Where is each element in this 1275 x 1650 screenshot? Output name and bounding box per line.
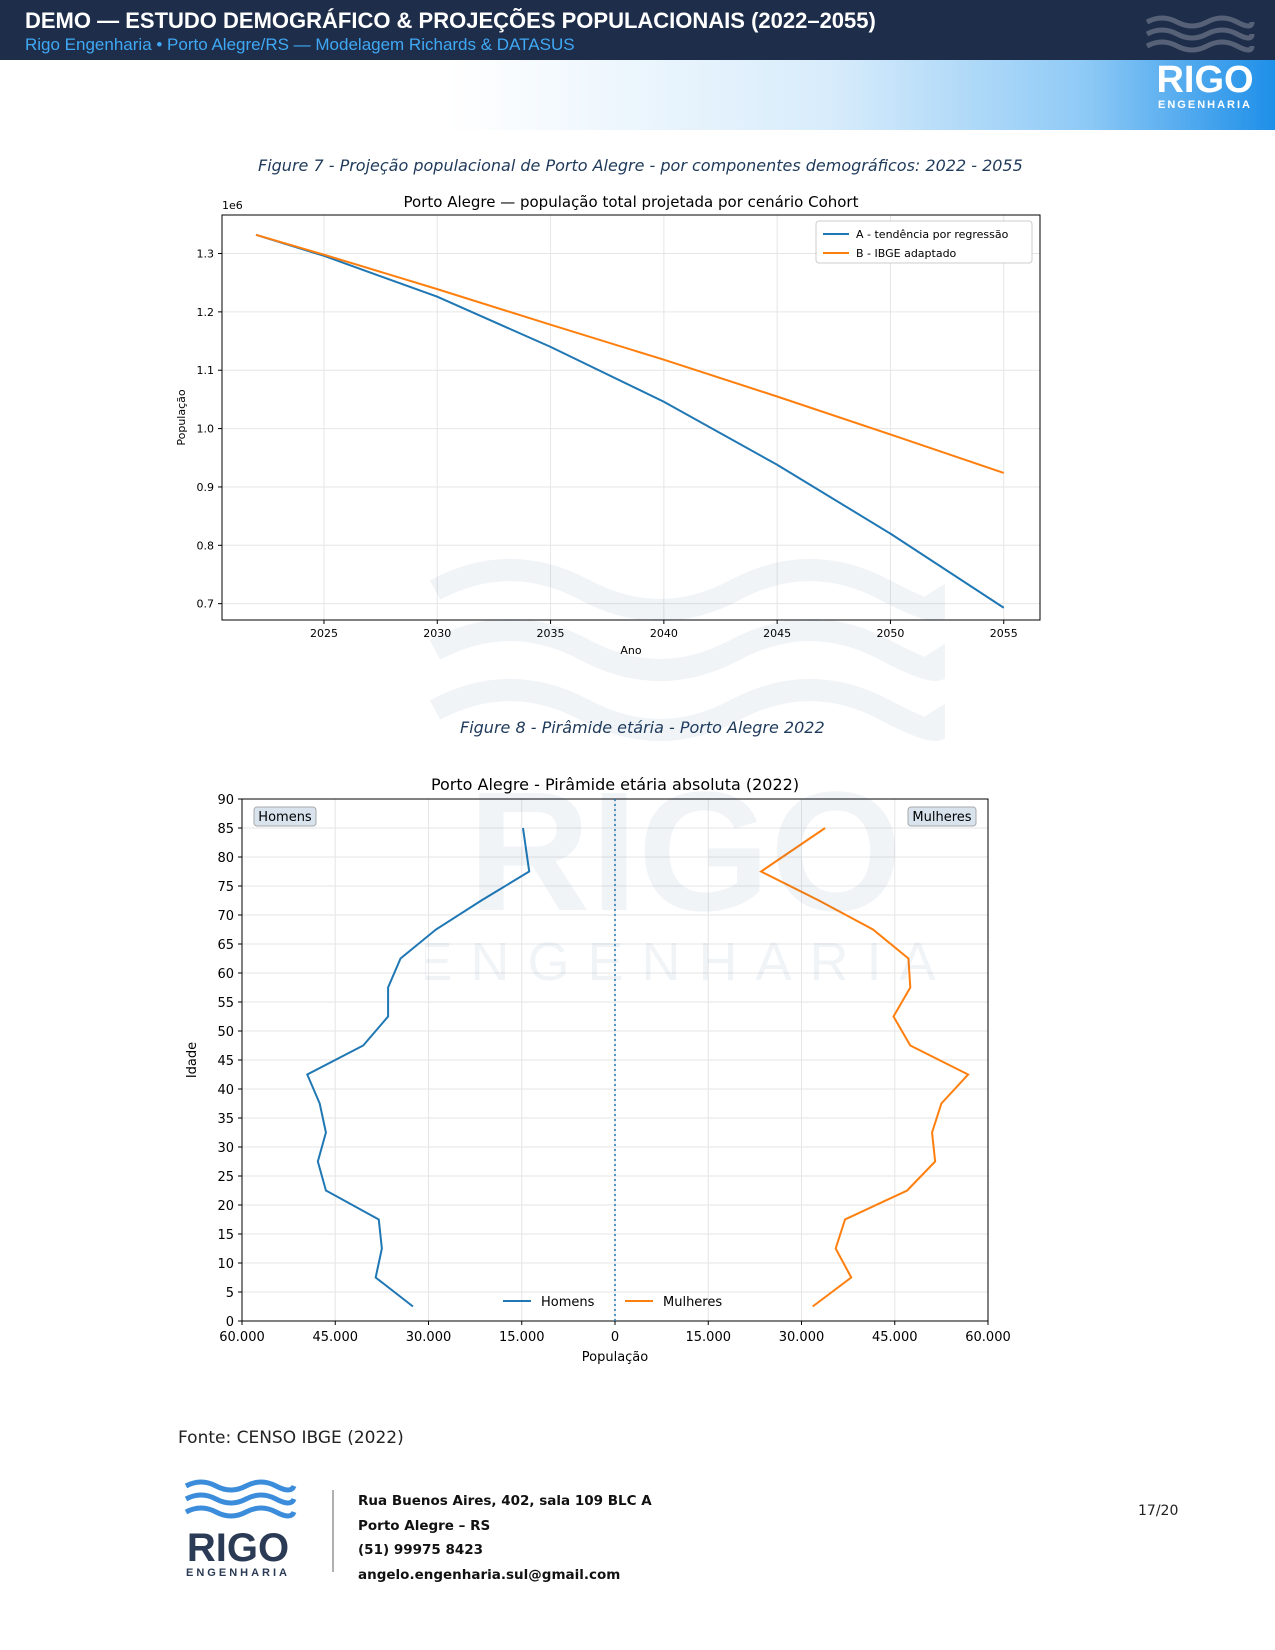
plot-frame	[221, 214, 1041, 621]
y-tick-label: 85	[217, 822, 234, 837]
y-tick-label: 35	[217, 1112, 234, 1127]
x-tick-label: 0	[611, 1330, 619, 1345]
x-tick-label: 2030	[423, 627, 451, 640]
legend-label: A - tendência por regressão	[856, 228, 1009, 241]
y-tick-label: 1.3	[197, 248, 215, 261]
legend-label: Mulheres	[663, 1295, 722, 1310]
x-axis-label: População	[582, 1350, 649, 1365]
y-tick-label: 55	[217, 996, 234, 1011]
page-number: 17/20	[1138, 1503, 1179, 1519]
legend-label: Homens	[541, 1295, 595, 1310]
header-banner	[0, 60, 1275, 130]
figure-8-caption: Figure 8 - Pirâmide etária - Porto Alegr…	[460, 718, 825, 737]
x-tick-label: 60.000	[965, 1330, 1011, 1345]
x-tick-label: 60.000	[219, 1330, 265, 1345]
footer-email: angelo.engenharia.sul@gmail.com	[358, 1566, 621, 1583]
footer-divider	[332, 1490, 334, 1572]
footer-phone: (51) 99975 8423	[358, 1542, 484, 1558]
side-label-homens: Homens	[258, 810, 312, 825]
y-tick-label: 20	[217, 1199, 234, 1214]
y-tick-label: 10	[217, 1257, 234, 1272]
x-tick-label: 45.000	[872, 1330, 918, 1345]
y-tick-label: 70	[217, 909, 234, 924]
y-tick-label: 75	[217, 880, 234, 895]
y-tick-label: 0	[226, 1315, 234, 1330]
x-tick-label: 30.000	[779, 1330, 825, 1345]
side-label-mulheres: Mulheres	[912, 810, 971, 825]
y-tick-label: 1.2	[197, 306, 215, 319]
y-tick-label: 40	[217, 1083, 234, 1098]
x-tick-label: 2055	[990, 627, 1018, 640]
y-tick-label: 30	[217, 1141, 234, 1156]
series-line-homens	[305, 827, 531, 1308]
source-note: Fonte: CENSO IBGE (2022)	[178, 1428, 404, 1448]
y-tick-label: 1.1	[197, 364, 215, 377]
y-axis-label: População	[175, 389, 188, 446]
series-line-b	[255, 233, 1005, 474]
series-line-a	[255, 233, 1005, 609]
rigo-logo-header: RIGO ENGENHARIA	[1145, 15, 1255, 111]
legend-box	[815, 220, 1033, 264]
population-projection-chart: 2025 2030 2035 2040 2045 2050 2055 0.7 0.8 0.9 1.0…	[175, 195, 1041, 657]
x-tick-label: 2035	[537, 627, 565, 640]
x-axis-label: Ano	[620, 644, 641, 657]
footer-city: Porto Alegre – RS	[358, 1517, 491, 1534]
waves-icon	[1145, 15, 1255, 53]
y-tick-label: 90	[217, 793, 234, 808]
figure-7-caption: Figure 7 - Projeção populacional de Port…	[258, 156, 1023, 175]
y-multiplier-label: 1e6	[222, 199, 243, 212]
x-tick-label: 2025	[310, 627, 338, 640]
side-label-box-homens	[253, 806, 317, 827]
y-tick-label: 15	[217, 1228, 234, 1243]
side-label-box-mulheres	[907, 806, 977, 827]
y-tick-label: 0.8	[197, 539, 215, 552]
page-header: DEMO — ESTUDO DEMOGRÁFICO & PROJEÇÕES PO…	[0, 0, 1275, 60]
y-tick-label: 25	[217, 1170, 234, 1185]
x-tick-label: 30.000	[406, 1330, 452, 1345]
chart-title: Porto Alegre — população total projetada…	[404, 195, 859, 211]
x-tick-label: 15.000	[686, 1330, 732, 1345]
y-tick-label: 1.0	[197, 423, 215, 436]
series-line-mulheres	[759, 827, 970, 1308]
x-tick-label: 45.000	[313, 1330, 359, 1345]
footer-logo-wordmark: RIGO	[187, 1526, 289, 1570]
report-subtitle: Rigo Engenharia • Porto Alegre/RS — Mode…	[25, 35, 575, 54]
rigo-logo-footer: RIGO ENGENHARIA	[184, 1479, 297, 1578]
footer-address: Rua Buenos Aires, 402, sala 109 BLC A	[358, 1493, 652, 1509]
footer-contact: Rua Buenos Aires, 402, sala 109 BLC A Po…	[358, 1489, 652, 1587]
y-tick-label: 60	[217, 967, 234, 982]
y-tick-label: 50	[217, 1025, 234, 1040]
chart-title: Porto Alegre - Pirâmide etária absoluta …	[431, 775, 799, 794]
x-tick-label: 2050	[876, 627, 904, 640]
report-title: DEMO — ESTUDO DEMOGRÁFICO & PROJEÇÕES PO…	[25, 8, 876, 33]
logo-wordmark: RIGO	[1156, 59, 1253, 101]
y-tick-label: 0.9	[197, 481, 215, 494]
y-tick-label: 80	[217, 851, 234, 866]
y-tick-label: 45	[217, 1054, 234, 1069]
y-tick-label: 65	[217, 938, 234, 953]
x-tick-label: 2040	[650, 627, 678, 640]
legend-label: B - IBGE adaptado	[856, 247, 957, 260]
y-tick-label: 5	[226, 1286, 234, 1301]
footer-logo-tagline: ENGENHARIA	[186, 1567, 290, 1578]
x-tick-label: 15.000	[499, 1330, 545, 1345]
y-axis-label: Idade	[185, 1042, 200, 1078]
waves-icon	[184, 1479, 297, 1519]
logo-tagline: ENGENHARIA	[1158, 99, 1252, 111]
y-tick-label: 0.7	[197, 598, 215, 611]
age-pyramid-chart: 60.000 45.000 30.000 15.000 0 15.000 30.000 45.…	[185, 775, 1011, 1365]
x-tick-label: 2045	[763, 627, 791, 640]
